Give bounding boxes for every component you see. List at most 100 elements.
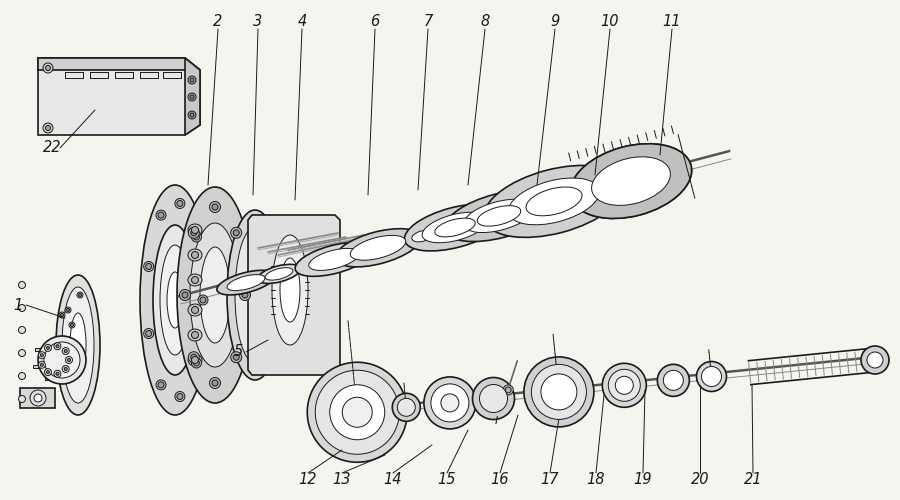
Ellipse shape — [350, 236, 406, 260]
Circle shape — [144, 262, 154, 272]
Text: 12: 12 — [299, 472, 317, 488]
Text: 22: 22 — [43, 140, 61, 156]
Circle shape — [59, 312, 65, 318]
Circle shape — [242, 292, 248, 298]
Circle shape — [194, 234, 200, 240]
Text: 7: 7 — [423, 14, 433, 30]
Circle shape — [146, 330, 152, 336]
Circle shape — [54, 342, 61, 349]
Text: I: I — [495, 416, 498, 426]
Ellipse shape — [407, 228, 437, 245]
Circle shape — [194, 360, 200, 366]
Circle shape — [54, 370, 61, 378]
Circle shape — [175, 392, 184, 402]
Circle shape — [78, 294, 82, 296]
Circle shape — [156, 210, 166, 220]
Ellipse shape — [227, 210, 283, 380]
Ellipse shape — [591, 157, 670, 206]
Ellipse shape — [531, 364, 587, 420]
Bar — [49, 338, 55, 342]
Ellipse shape — [663, 370, 683, 390]
Bar — [65, 344, 71, 346]
Circle shape — [40, 354, 43, 356]
Ellipse shape — [422, 212, 488, 242]
Circle shape — [210, 202, 220, 212]
Circle shape — [158, 212, 164, 218]
Ellipse shape — [412, 230, 432, 242]
Ellipse shape — [309, 248, 359, 270]
Ellipse shape — [188, 249, 202, 261]
Ellipse shape — [227, 274, 265, 290]
Ellipse shape — [188, 274, 202, 286]
Polygon shape — [38, 58, 200, 70]
Circle shape — [192, 358, 202, 368]
Text: 5: 5 — [233, 344, 243, 360]
Text: 2: 2 — [213, 14, 222, 30]
Ellipse shape — [190, 223, 240, 367]
Ellipse shape — [70, 313, 86, 377]
Ellipse shape — [701, 366, 722, 386]
Circle shape — [46, 126, 50, 130]
Text: 1: 1 — [14, 298, 22, 312]
Ellipse shape — [484, 166, 624, 238]
Circle shape — [69, 322, 75, 328]
Ellipse shape — [342, 397, 373, 427]
Text: 10: 10 — [601, 14, 619, 30]
Circle shape — [188, 228, 199, 238]
Ellipse shape — [602, 364, 646, 408]
Circle shape — [56, 372, 58, 376]
Circle shape — [192, 276, 199, 283]
Ellipse shape — [188, 304, 202, 316]
Circle shape — [239, 290, 250, 300]
Bar — [45, 377, 50, 380]
Circle shape — [47, 370, 50, 374]
Polygon shape — [185, 58, 200, 135]
Ellipse shape — [424, 377, 476, 429]
Circle shape — [62, 348, 69, 354]
Circle shape — [503, 385, 513, 395]
Circle shape — [68, 358, 70, 362]
Circle shape — [77, 292, 83, 298]
Circle shape — [30, 390, 46, 406]
Circle shape — [179, 290, 191, 300]
Ellipse shape — [38, 336, 86, 384]
Text: 18: 18 — [587, 472, 605, 488]
Circle shape — [19, 304, 25, 312]
Circle shape — [19, 350, 25, 356]
Ellipse shape — [616, 376, 634, 394]
Circle shape — [19, 396, 25, 402]
Circle shape — [188, 352, 199, 362]
Circle shape — [177, 394, 183, 400]
Ellipse shape — [526, 187, 582, 216]
Circle shape — [175, 198, 184, 208]
Circle shape — [40, 364, 43, 366]
Text: 17: 17 — [541, 472, 559, 488]
Ellipse shape — [266, 268, 292, 280]
Text: 8: 8 — [481, 14, 490, 30]
Circle shape — [191, 230, 197, 236]
Circle shape — [19, 372, 25, 380]
Ellipse shape — [404, 204, 506, 251]
Ellipse shape — [435, 218, 475, 237]
Circle shape — [190, 78, 194, 82]
Ellipse shape — [160, 245, 190, 355]
Ellipse shape — [140, 185, 210, 415]
Ellipse shape — [272, 235, 308, 345]
Circle shape — [190, 95, 194, 99]
Circle shape — [182, 292, 188, 298]
Circle shape — [192, 332, 199, 338]
Ellipse shape — [257, 264, 301, 283]
Circle shape — [212, 204, 218, 210]
Circle shape — [39, 352, 45, 358]
Circle shape — [230, 352, 242, 362]
Circle shape — [230, 228, 242, 238]
Ellipse shape — [541, 374, 577, 410]
Text: 20: 20 — [691, 472, 709, 488]
Ellipse shape — [62, 287, 94, 403]
Circle shape — [188, 93, 196, 101]
Ellipse shape — [477, 206, 521, 226]
Ellipse shape — [200, 247, 230, 343]
Text: 9: 9 — [551, 14, 560, 30]
Circle shape — [46, 66, 50, 70]
Ellipse shape — [280, 258, 300, 322]
